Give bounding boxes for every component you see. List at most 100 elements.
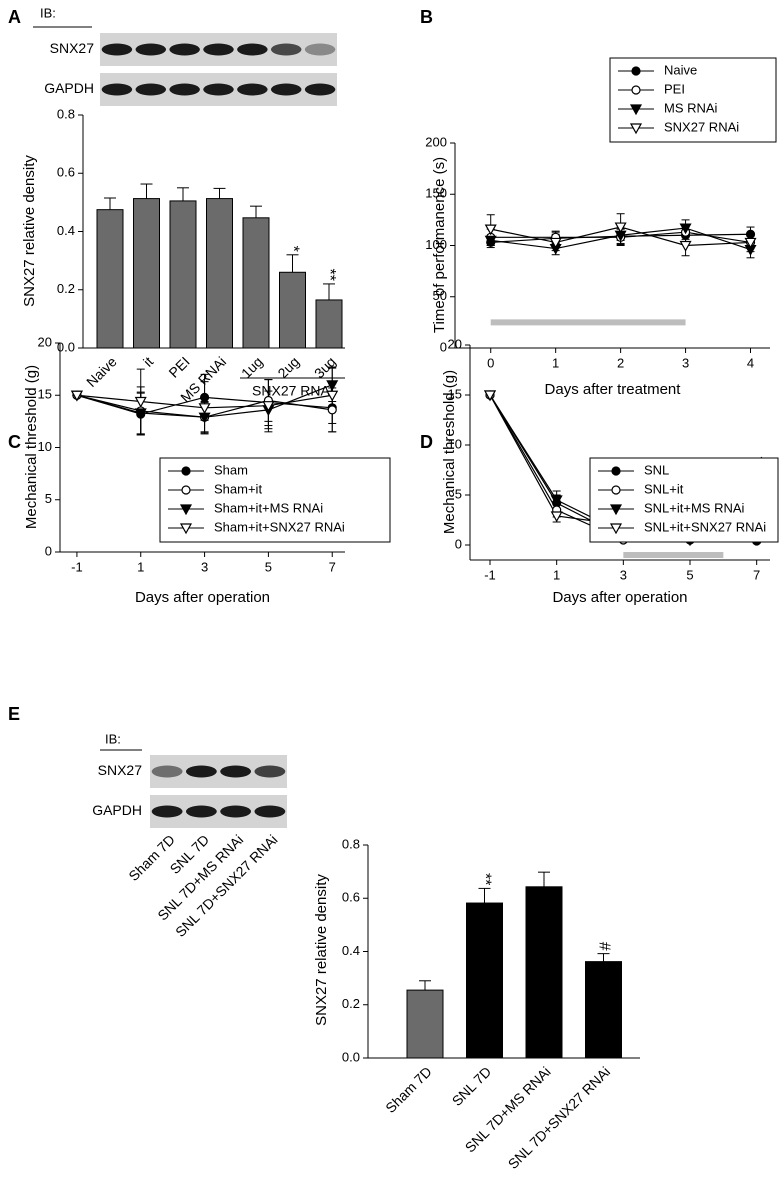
y-tick-label: 15	[38, 387, 52, 402]
group-label: SNX27 RNAi	[252, 383, 333, 399]
legend-label: SNL+it	[644, 481, 684, 496]
significance-label: **	[321, 268, 338, 280]
legend-marker	[609, 523, 623, 535]
marker	[484, 235, 497, 247]
marker	[550, 511, 563, 523]
legend-label: SNX27 RNAi	[664, 119, 739, 134]
marker	[327, 405, 337, 415]
blot-band	[270, 83, 302, 96]
x-axis-label: Days after treatment	[545, 381, 682, 398]
marker	[326, 380, 339, 392]
legend-label: SNL	[644, 462, 669, 477]
blot-band	[151, 805, 183, 818]
y-tick-label: 50	[433, 288, 447, 303]
bar	[242, 217, 270, 349]
blot-band	[101, 43, 133, 56]
marker	[679, 223, 692, 235]
y-tick-label: 0.8	[57, 106, 75, 121]
y-tick-label: 20	[448, 336, 462, 351]
blot-band	[101, 83, 133, 96]
legend-label: Sham+it+MS RNAi	[214, 500, 323, 515]
legend-label: PEI	[664, 81, 685, 96]
x-tick-label: 2	[617, 355, 624, 370]
legend-marker	[179, 523, 193, 535]
legend-marker	[631, 85, 641, 95]
bar	[133, 198, 160, 349]
y-tick-label: 10	[38, 439, 52, 454]
blot-band	[169, 43, 200, 56]
significance-label: #	[595, 942, 612, 951]
blot-band	[220, 765, 252, 778]
blot-row-label: SNX27	[98, 762, 143, 778]
x-tick-label: SNL 7D	[449, 1063, 495, 1109]
marker	[549, 237, 562, 249]
y-tick-label: 200	[425, 134, 447, 149]
y-tick-label: 0.0	[342, 1049, 360, 1064]
x-tick-label: 1	[553, 567, 560, 582]
blot-band	[135, 43, 167, 56]
bar	[406, 989, 444, 1059]
panel-letter: A	[8, 7, 21, 27]
legend-marker	[611, 466, 621, 476]
blot-band	[185, 765, 217, 778]
x-tick-label: 1	[137, 559, 144, 574]
legend-label: SNL+it+MS RNAi	[644, 500, 745, 515]
panel-letter: E	[8, 704, 20, 724]
y-axis-label: SNX27 relative density	[313, 874, 330, 1026]
blot-band	[203, 43, 234, 56]
y-tick-label: 0	[45, 543, 52, 558]
marker	[550, 495, 563, 507]
legend-label: MS RNAi	[664, 100, 718, 115]
y-tick-label: 0.6	[57, 165, 75, 180]
blot-band	[304, 83, 336, 96]
marker	[614, 222, 627, 234]
x-tick-label: -1	[484, 567, 496, 582]
marker	[679, 240, 692, 252]
y-tick-label: 5	[455, 486, 462, 501]
blot-band	[185, 805, 217, 818]
lane-label: Sham 7D	[125, 831, 178, 884]
marker	[262, 401, 275, 412]
legend-marker	[181, 466, 191, 476]
y-axis-label: SNX27 relative density	[21, 155, 38, 307]
x-tick-label: 1	[552, 355, 559, 370]
y-tick-label: 150	[425, 186, 447, 201]
y-tick-label: 15	[448, 386, 462, 401]
legend-marker	[181, 485, 191, 495]
x-tick-label: it	[140, 353, 156, 369]
blot-band	[237, 43, 268, 56]
legend-label: Sham+it+SNX27 RNAi	[214, 519, 345, 534]
blot-band	[135, 83, 167, 96]
legend-marker	[609, 504, 623, 516]
blot-band	[169, 83, 200, 96]
x-tick-label: Sham 7D	[382, 1063, 435, 1116]
y-tick-label: 20	[38, 334, 52, 349]
marker	[745, 229, 756, 239]
y-axis-label: Mechanical threshold (g)	[23, 365, 40, 529]
x-tick-label: 3	[620, 567, 627, 582]
blot-row-label: SNX27	[50, 40, 95, 56]
marker	[483, 390, 497, 402]
marker	[326, 390, 339, 402]
marker	[198, 403, 211, 415]
x-tick-label: 5	[265, 559, 272, 574]
treatment-bar	[623, 552, 724, 558]
blot-header: IB:	[40, 5, 56, 20]
x-tick-label: -1	[71, 559, 83, 574]
y-axis-label: Mechanical threshold (g)	[441, 370, 458, 534]
blot-row-label: GAPDH	[44, 80, 94, 96]
x-tick-label: SNL 7D+SNX27 RNAi	[505, 1063, 614, 1172]
y-tick-label: 0.0	[57, 339, 75, 354]
x-tick-label: PEI	[165, 353, 192, 380]
marker	[70, 390, 83, 402]
blot-band	[151, 765, 183, 778]
x-tick-label: 7	[753, 567, 760, 582]
bar	[169, 200, 197, 349]
bar	[585, 961, 622, 1059]
x-tick-label: 5	[686, 567, 693, 582]
y-tick-label: 0.4	[342, 943, 360, 958]
legend-marker	[631, 66, 641, 76]
bar	[206, 198, 233, 349]
x-tick-label: 4	[747, 355, 754, 370]
